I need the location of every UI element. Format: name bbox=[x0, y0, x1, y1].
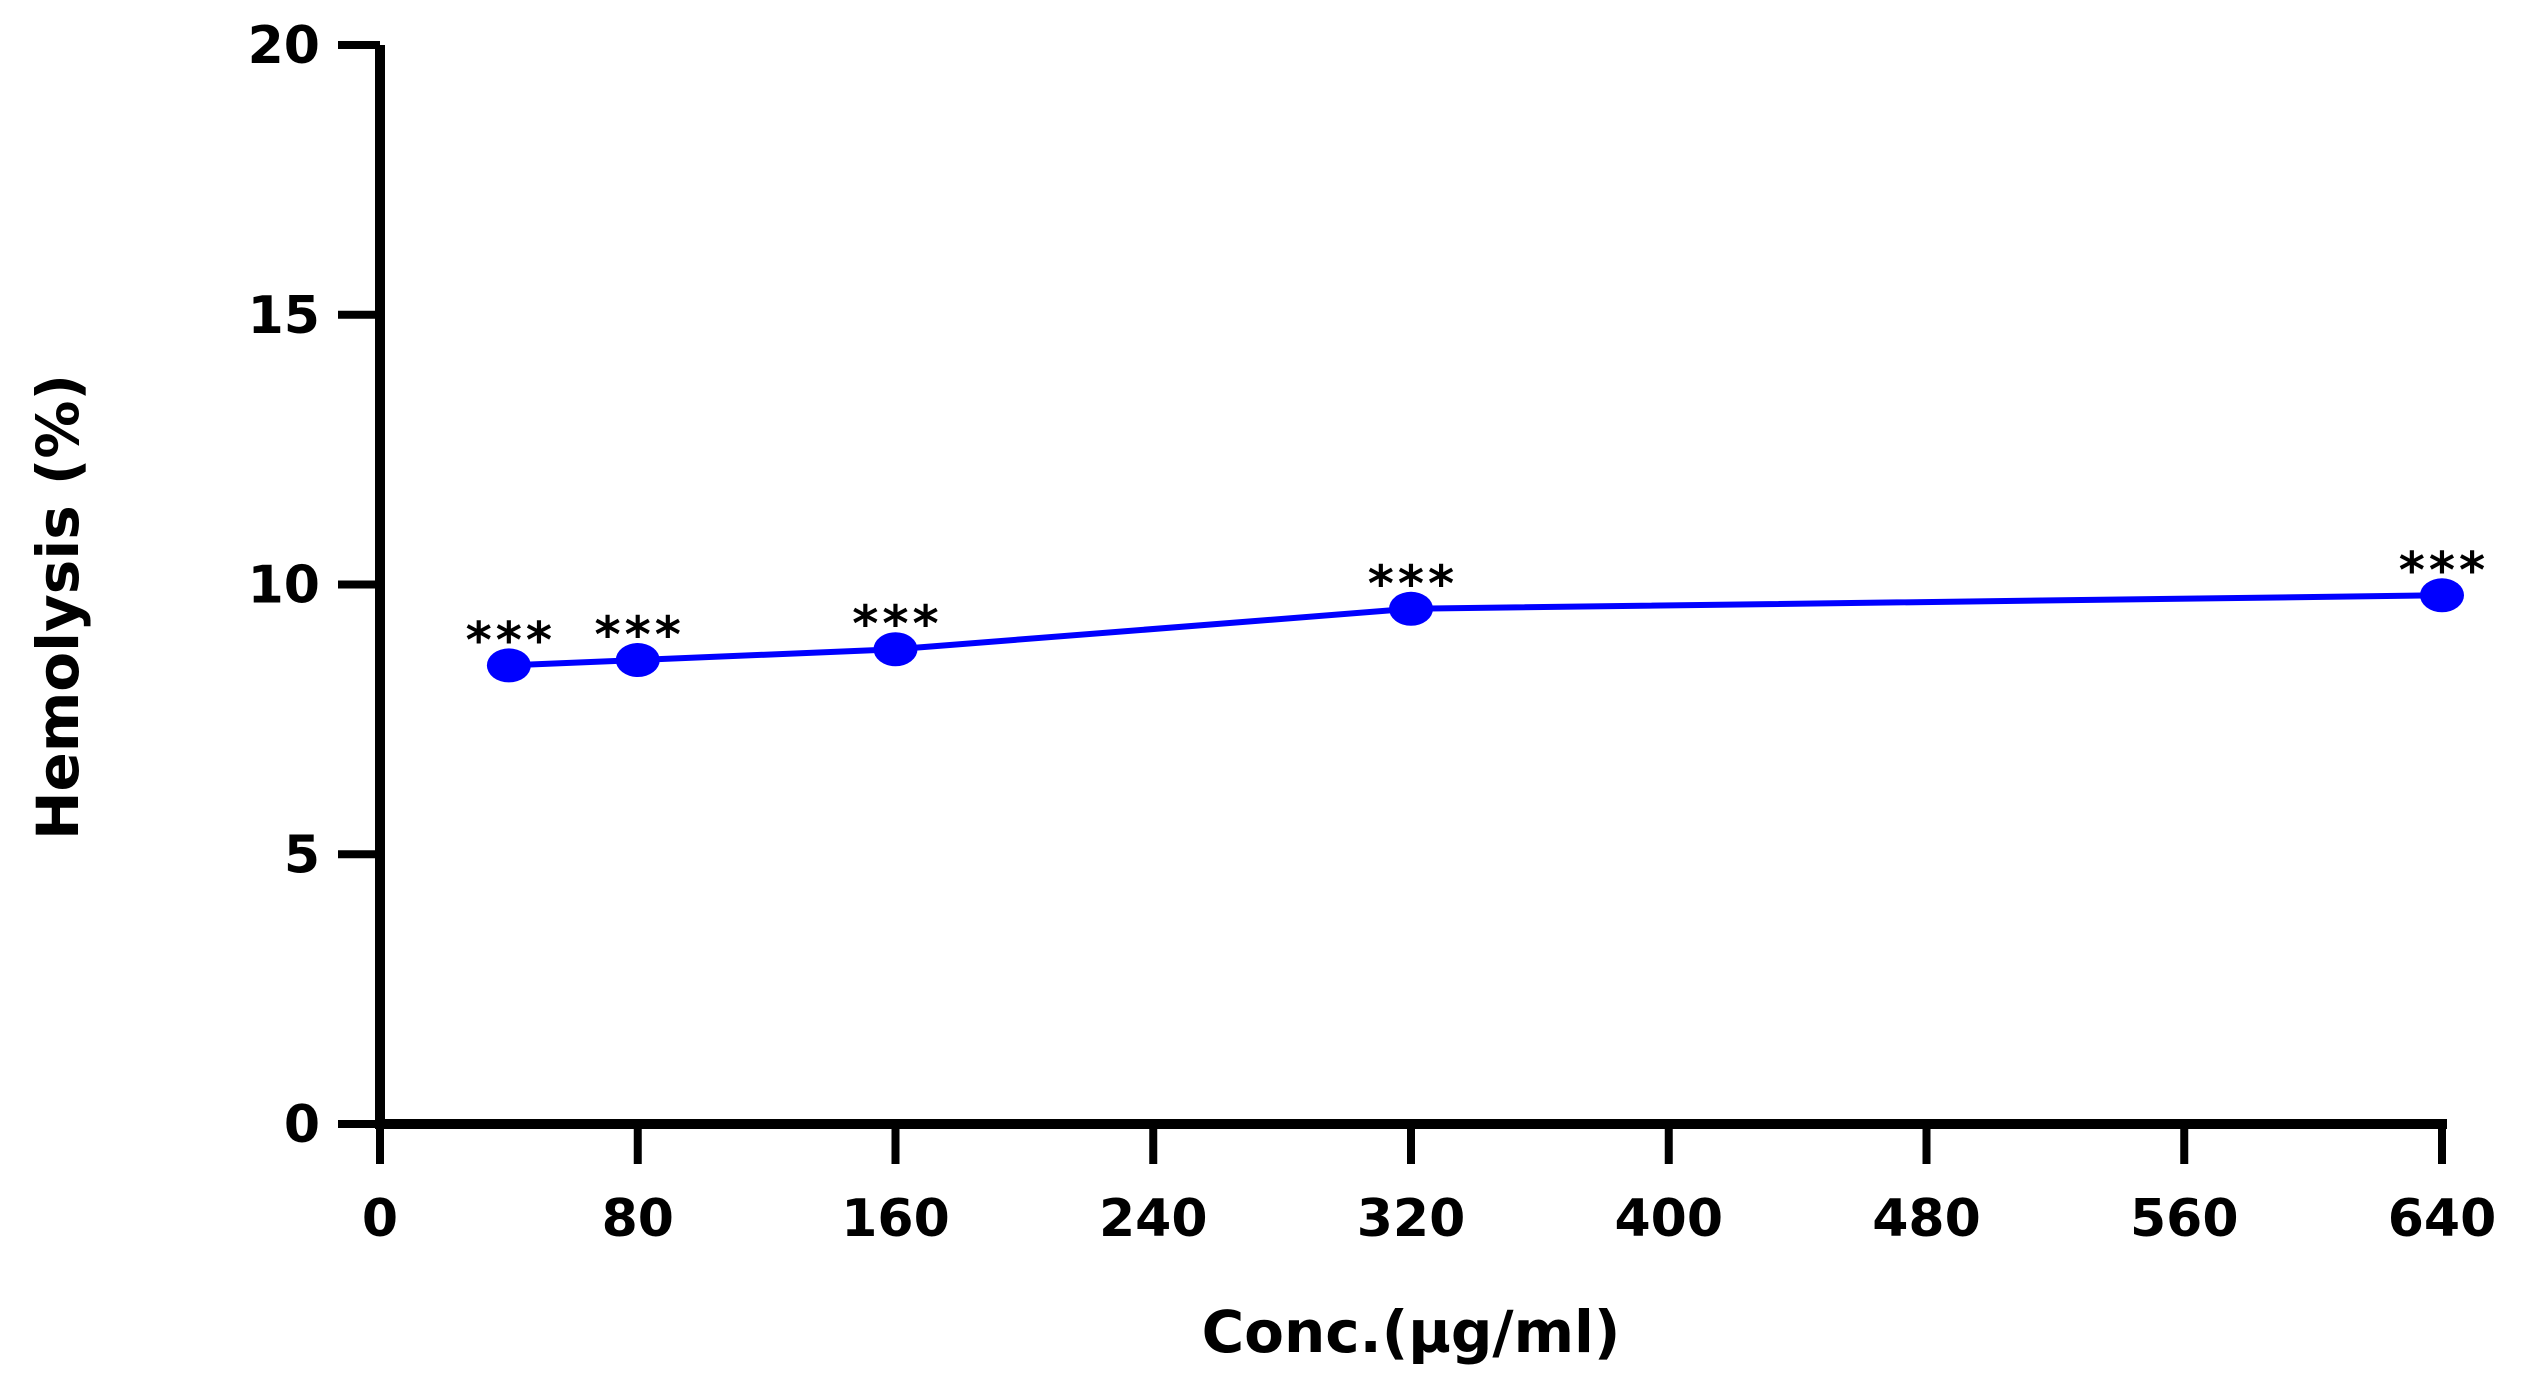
y-tick-label: 0 bbox=[284, 1095, 320, 1155]
significance-label: *** bbox=[852, 595, 942, 653]
series-line bbox=[508, 592, 2443, 669]
data-annotations: *** *** *** *** *** bbox=[466, 541, 2489, 669]
x-axis-ticks: 0 80 160 240 320 400 480 560 640 bbox=[362, 1124, 2496, 1249]
x-tick-label: 480 bbox=[1872, 1189, 1981, 1249]
x-tick-label: 560 bbox=[2130, 1189, 2239, 1249]
y-tick-label: 5 bbox=[284, 825, 320, 885]
x-tick-label: 240 bbox=[1099, 1189, 1208, 1249]
x-tick-label: 80 bbox=[602, 1189, 674, 1249]
y-axis-ticks: 0 5 10 15 20 bbox=[248, 16, 380, 1155]
data-point bbox=[1389, 591, 1433, 626]
x-tick-label: 400 bbox=[1614, 1189, 1723, 1249]
y-tick-label: 10 bbox=[248, 556, 320, 616]
x-tick-label: 320 bbox=[1357, 1189, 1466, 1249]
y-axis-title: Hemolysis (%) bbox=[24, 374, 92, 840]
data-point bbox=[486, 648, 531, 683]
significance-label: *** bbox=[1368, 555, 1458, 613]
significance-label: *** bbox=[2399, 541, 2489, 599]
significance-label: *** bbox=[466, 611, 556, 669]
y-tick-label: 15 bbox=[248, 286, 320, 346]
data-point bbox=[2420, 578, 2464, 613]
x-axis-title: Conc.(µg/ml) bbox=[1202, 1298, 1621, 1366]
x-tick-label: 160 bbox=[841, 1189, 950, 1249]
data-point bbox=[873, 632, 918, 667]
data-series bbox=[486, 578, 2464, 683]
x-tick-label: 0 bbox=[362, 1189, 398, 1249]
significance-label: *** bbox=[595, 606, 685, 664]
x-tick-label: 640 bbox=[2388, 1189, 2497, 1249]
y-tick-label: 20 bbox=[248, 16, 320, 76]
data-point bbox=[615, 643, 660, 678]
